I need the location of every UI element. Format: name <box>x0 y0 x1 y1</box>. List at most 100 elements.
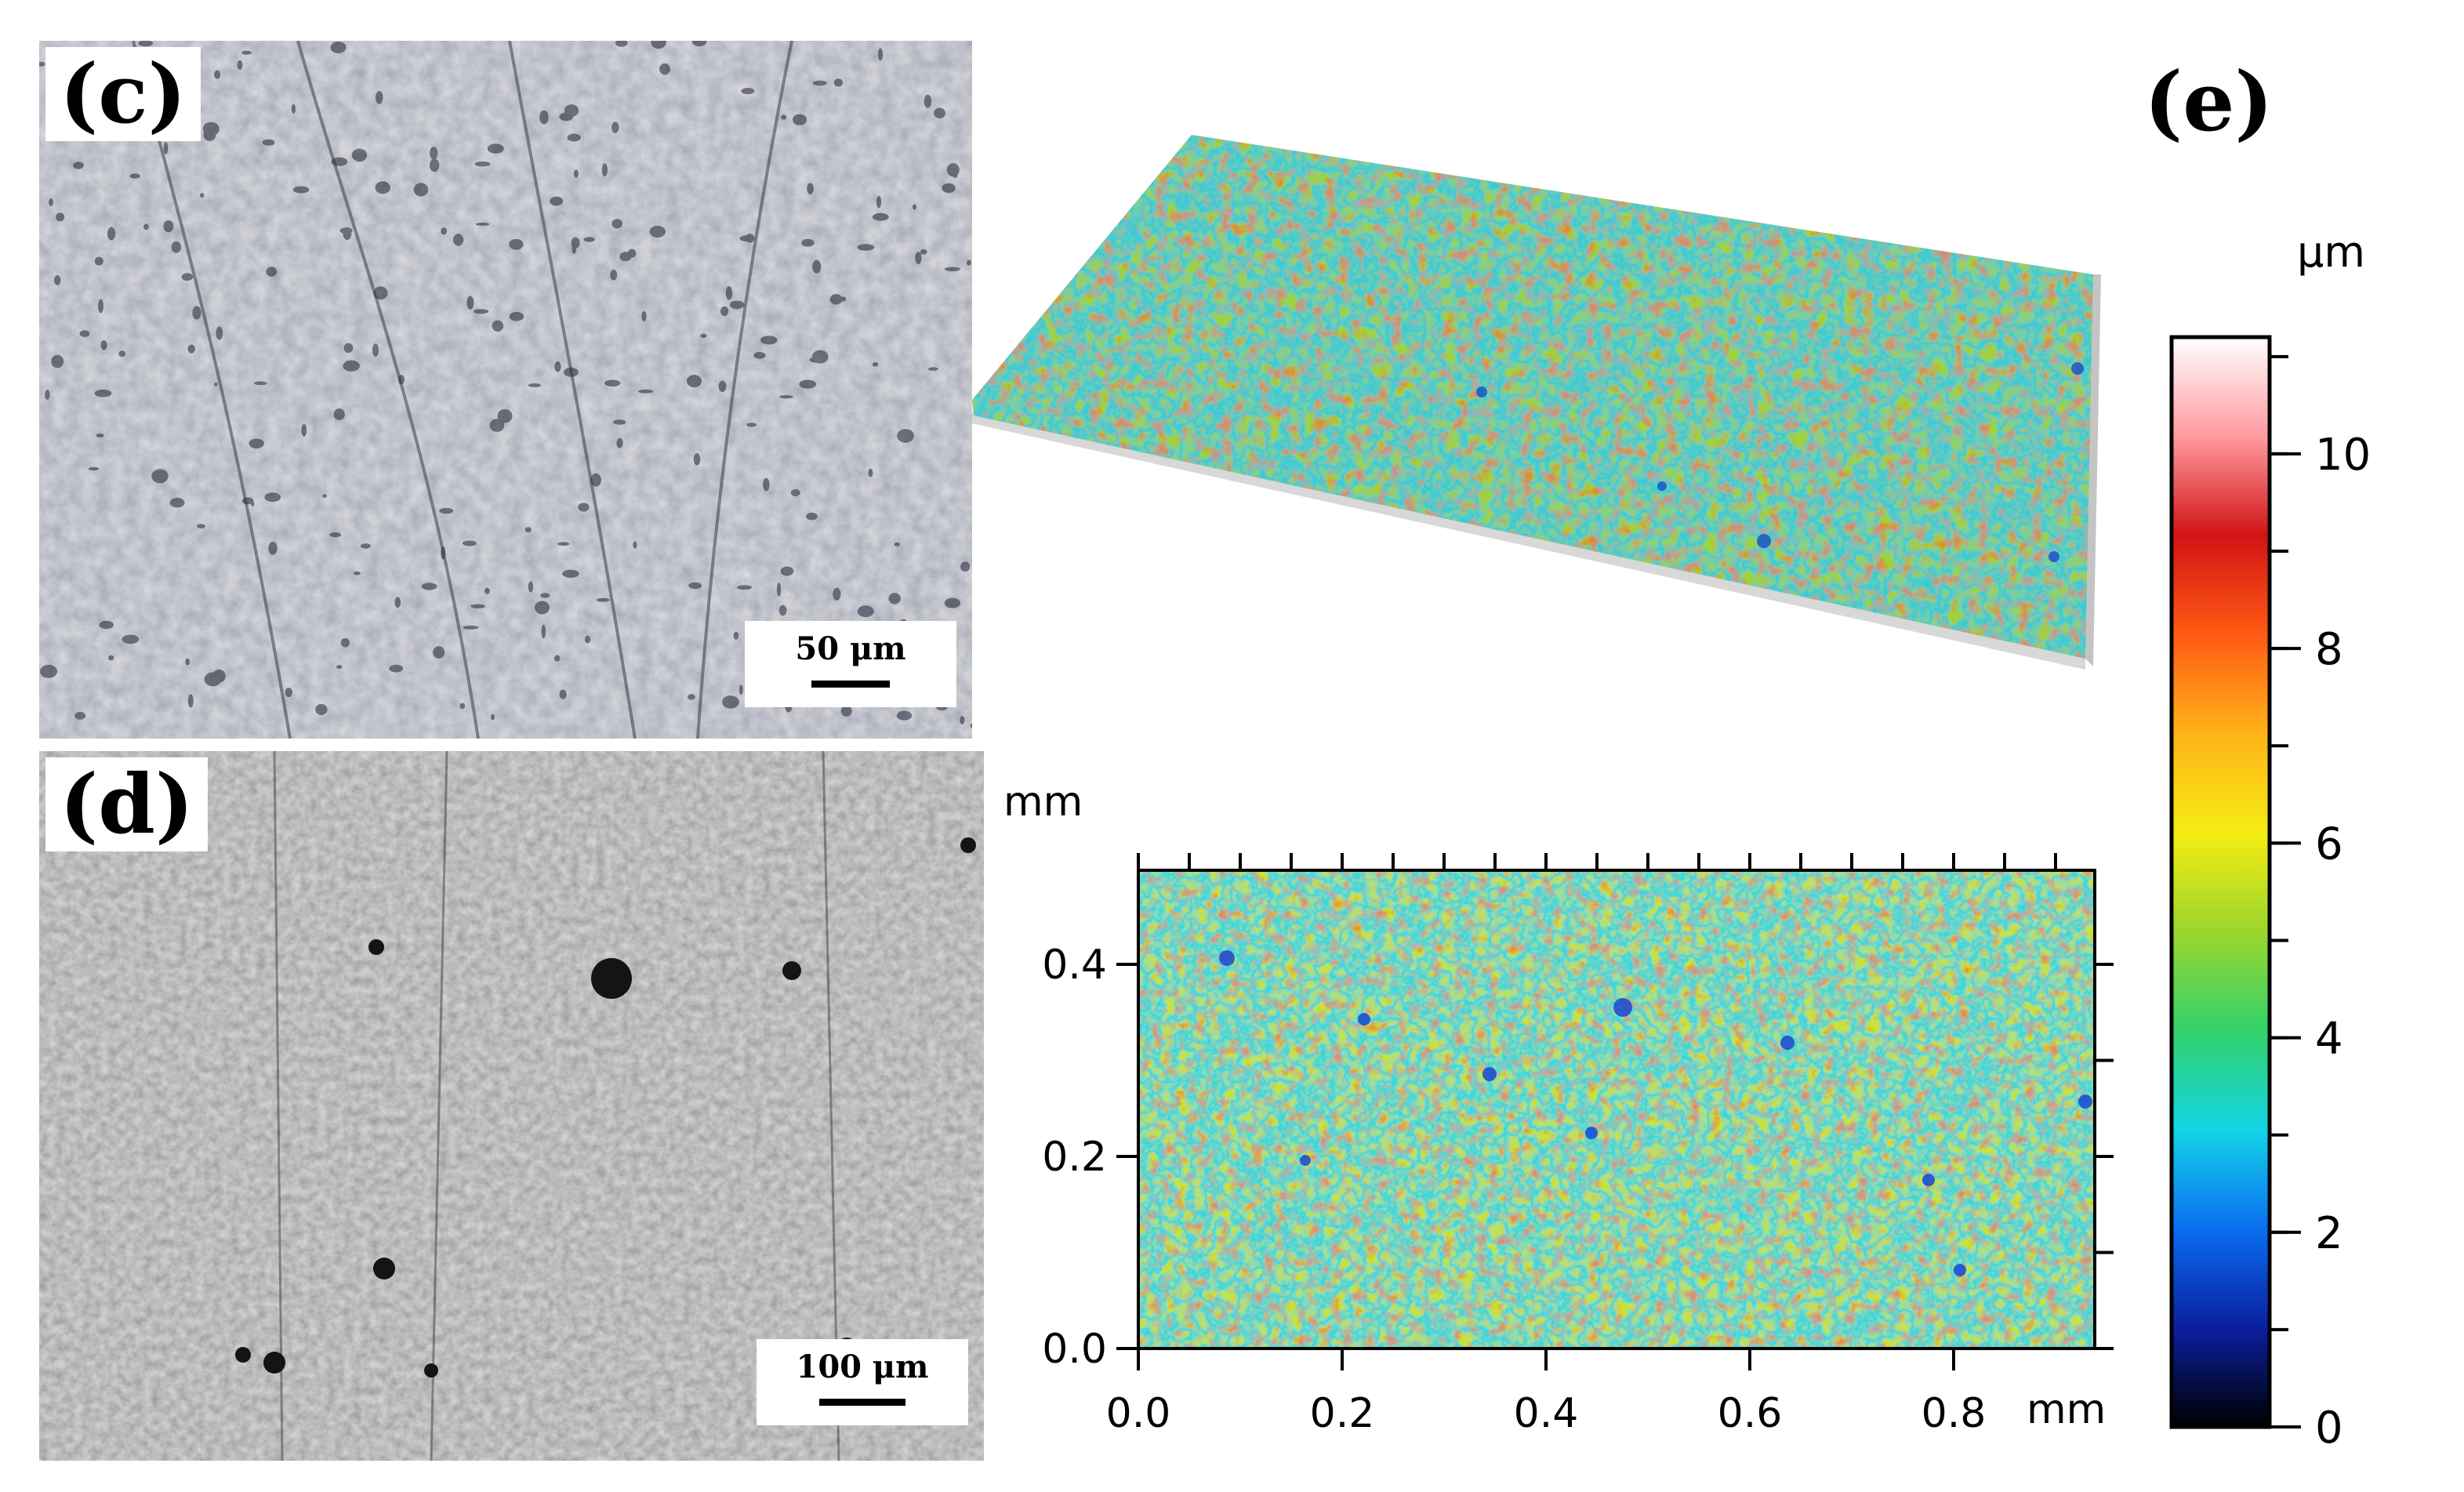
micrograph-pit <box>541 624 546 639</box>
colorbar-tick-label: 0 <box>2315 1403 2343 1454</box>
micrograph-pit <box>40 664 58 678</box>
micrograph-pit <box>741 88 755 95</box>
micrograph-pit <box>896 710 913 721</box>
micrograph-pit <box>857 605 874 618</box>
micrograph-pit <box>216 326 223 340</box>
micrograph-pit <box>214 70 221 79</box>
micrograph-pit <box>627 249 637 258</box>
micrograph-pit <box>129 173 140 179</box>
micrograph-pit <box>554 361 561 372</box>
micrograph-pit <box>292 186 310 194</box>
micrograph-pit <box>944 267 960 272</box>
micrograph-pit <box>268 542 278 555</box>
micrograph-pit <box>372 343 379 358</box>
micrograph-pit <box>638 389 653 394</box>
micrograph-pit <box>615 39 628 47</box>
micrograph-pit <box>799 379 817 389</box>
micrograph-pit <box>285 688 292 698</box>
micrograph-pit <box>920 249 927 255</box>
micrograph-pit <box>729 300 745 310</box>
micrograph-pit <box>196 524 205 528</box>
micrograph-pit <box>564 367 579 377</box>
micrograph-pit <box>96 434 104 437</box>
micrograph-pit <box>291 103 296 114</box>
micrograph-pit <box>760 336 778 345</box>
micrograph-pit <box>329 532 341 538</box>
micrograph-pit <box>430 147 438 160</box>
colorbar-tick-label: 2 <box>2315 1208 2343 1259</box>
micrograph-pit <box>262 139 275 146</box>
micrograph-pit <box>375 181 390 194</box>
x-tick-label: 0.0 <box>1106 1390 1171 1437</box>
micrograph-pit <box>649 225 666 238</box>
micrograph-pit <box>474 161 491 167</box>
micrograph-pit <box>459 702 466 710</box>
micrograph-pit <box>330 42 347 53</box>
micrograph-pit <box>331 157 348 166</box>
micrograph-pit <box>801 238 815 247</box>
micrograph-pit <box>249 438 264 448</box>
micrograph-pit <box>340 638 350 648</box>
micrograph-pit <box>812 260 822 274</box>
micrograph-pit <box>574 169 579 178</box>
y-tick-label: 0.2 <box>1042 1134 1107 1181</box>
micrograph-pit <box>108 655 114 661</box>
micrograph-pit <box>781 114 787 120</box>
panel-d-label: (d) <box>45 757 209 851</box>
colorbar-tick-label: 4 <box>2315 1014 2343 1065</box>
surface-3d-render <box>972 135 2101 670</box>
micrograph-pit <box>738 684 743 695</box>
scale-bar-c-line <box>811 681 890 688</box>
micrograph-pit <box>659 63 670 75</box>
micrograph-pit <box>462 540 477 546</box>
micrograph-pit <box>753 351 766 359</box>
micrograph-pit <box>616 437 623 448</box>
micrograph-c-image <box>37 35 974 739</box>
micrograph-pit <box>171 241 182 253</box>
micrograph-pit <box>187 694 194 708</box>
micrograph-pit <box>953 173 958 178</box>
micrograph-pit <box>583 237 595 242</box>
micrograph-pit <box>487 143 504 154</box>
colorbar-gradient <box>2169 335 2272 1429</box>
micrograph-pit <box>241 497 254 505</box>
micrograph-pit <box>151 469 169 484</box>
micrograph-pit <box>475 222 490 226</box>
micrograph-pit <box>528 581 534 593</box>
micrograph-pit <box>722 695 739 709</box>
micrograph-pit <box>540 593 550 598</box>
micrograph-pit <box>611 122 619 133</box>
micrograph-pit <box>100 340 107 350</box>
colorbar-axis: 0 2 4 6 8 10 <box>2270 354 2371 1454</box>
micrograph-pit <box>484 587 490 594</box>
micrograph-pit <box>237 60 243 70</box>
micrograph-pit <box>604 379 621 387</box>
scale-bar-d-text: 100 μm <box>796 1349 929 1385</box>
micrograph-pit <box>492 320 504 332</box>
micrograph-pit <box>524 527 532 533</box>
colorbar: μm 0 2 4 6 8 10 <box>2140 204 2454 1458</box>
micrograph-pit <box>535 601 550 615</box>
micrograph-pit <box>118 350 126 358</box>
micrograph-pit <box>718 380 727 392</box>
micrograph-pit <box>559 112 574 122</box>
y-tick-label: 0.0 <box>1042 1326 1107 1373</box>
micrograph-pit <box>497 409 513 423</box>
micrograph-pit <box>49 198 53 206</box>
micrograph-pit <box>94 256 103 266</box>
micrograph-pit <box>897 429 914 443</box>
micrograph-pit <box>868 468 873 477</box>
micrograph-pit <box>181 273 194 281</box>
micrograph-pit <box>737 585 752 590</box>
micrograph-pit <box>45 390 50 400</box>
micrograph-pit <box>553 655 561 662</box>
micrograph-pit <box>301 423 307 437</box>
colorbar-svg: μm 0 2 4 6 8 10 <box>2169 227 2371 1454</box>
micrograph-pit <box>185 658 190 666</box>
micrograph-pit <box>122 634 140 644</box>
micrograph-pit <box>528 383 542 387</box>
micrograph-pit <box>389 664 404 673</box>
micrograph-pit <box>559 689 567 699</box>
micrograph-pit <box>612 419 626 425</box>
micrograph-pit <box>491 713 495 721</box>
